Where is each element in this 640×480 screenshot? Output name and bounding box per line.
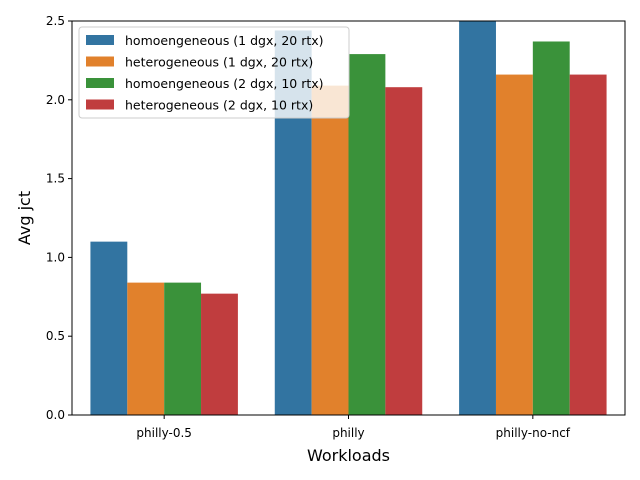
bar-1-2 [495,74,533,415]
x-tick-label: philly-no-ncf [496,426,571,440]
y-tick-label: 1.0 [46,250,65,264]
bar-0-2 [459,21,496,415]
y-axis-label: Avg jct [15,191,34,245]
y-axis: 0.0 0.5 1.0 1.5 2.0 2.5 [46,14,72,422]
bar-1-1 [311,85,349,416]
legend-swatch-0 [86,35,114,45]
legend-label-3: heterogeneous (2 dgx, 10 rtx) [125,98,313,113]
x-tick-label: philly-0.5 [136,426,192,440]
bar-1-0 [127,282,165,415]
plot-frame [71,20,626,416]
bar-0-0 [90,241,128,415]
legend-label-0: homoengeneous (1 dgx, 20 rtx) [125,33,324,48]
bar-2-2 [532,41,570,416]
x-axis: philly-0.5 philly philly-no-ncf [136,415,571,440]
legend-label-1: heterogeneous (1 dgx, 20 rtx) [125,55,313,70]
bar-2-0 [164,282,202,415]
x-axis-label: Workloads [307,446,390,465]
x-tick-label: philly [332,426,364,440]
y-tick-label: 1.5 [46,172,65,186]
bar-2-1 [348,54,386,415]
y-tick-label: 0.5 [46,329,65,343]
y-tick-label: 0.0 [46,408,65,422]
y-tick-label: 2.5 [46,14,65,28]
bar-3-2 [569,74,607,415]
bar-3-1 [385,87,423,415]
legend-swatch-1 [86,56,114,67]
legend-label-2: homoengeneous (2 dgx, 10 rtx) [125,76,324,91]
legend: homoengeneous (1 dgx, 20 rtx) heterogeneo… [78,26,350,119]
legend-box [78,26,350,119]
y-tick-label: 2.0 [46,93,65,107]
legend-swatch-3 [86,99,114,110]
bar-3-0 [201,293,238,415]
legend-swatch-2 [86,78,114,88]
